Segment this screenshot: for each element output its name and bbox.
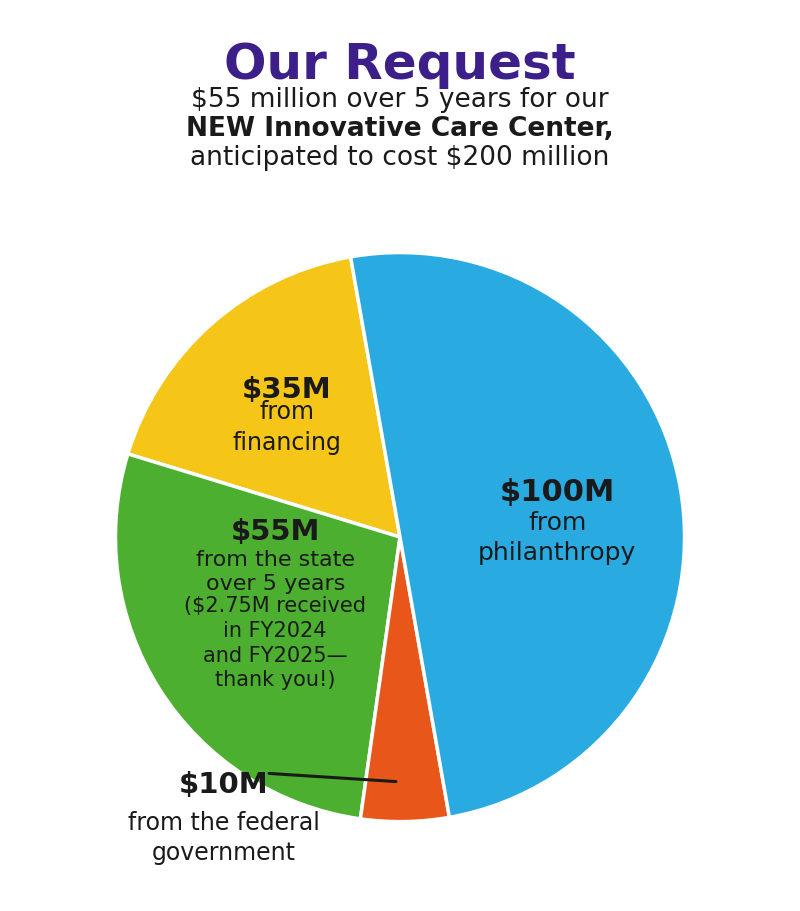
- Text: from
philanthropy: from philanthropy: [478, 510, 636, 565]
- Text: from the state
over 5 years: from the state over 5 years: [196, 549, 354, 594]
- Text: $55 million over 5 years for our: $55 million over 5 years for our: [191, 87, 609, 113]
- Text: Our Request: Our Request: [224, 41, 576, 89]
- Text: $35M: $35M: [242, 376, 332, 404]
- Wedge shape: [115, 455, 400, 819]
- Text: $55M: $55M: [230, 517, 320, 546]
- Text: $10M: $10M: [178, 771, 269, 799]
- Wedge shape: [360, 537, 450, 822]
- Text: $100M: $100M: [499, 477, 614, 507]
- Text: ($2.75M received
in FY2024
and FY2025—
thank you!): ($2.75M received in FY2024 and FY2025— t…: [184, 595, 366, 690]
- Text: from
financing: from financing: [233, 400, 342, 454]
- Wedge shape: [128, 258, 400, 537]
- Text: anticipated to cost $200 million: anticipated to cost $200 million: [190, 145, 610, 171]
- Wedge shape: [350, 253, 685, 817]
- Text: from the federal
government: from the federal government: [128, 811, 319, 864]
- Text: NEW Innovative Care Center,: NEW Innovative Care Center,: [186, 116, 614, 142]
